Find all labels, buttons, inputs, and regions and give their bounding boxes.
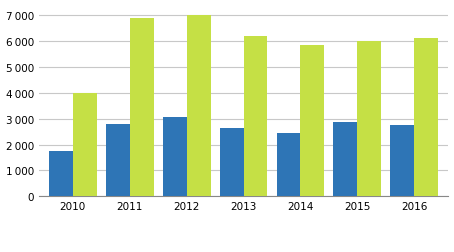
Bar [334, 123, 357, 197]
Bar [73, 93, 97, 197]
Bar [243, 37, 267, 197]
Bar [220, 128, 243, 197]
Bar [130, 18, 153, 197]
Bar [390, 125, 415, 197]
Bar [187, 16, 211, 197]
Bar [301, 46, 324, 197]
Bar [106, 124, 130, 197]
Bar [49, 151, 73, 197]
Bar [276, 133, 301, 197]
Bar [357, 42, 381, 197]
Bar [415, 39, 438, 197]
Bar [163, 118, 187, 197]
